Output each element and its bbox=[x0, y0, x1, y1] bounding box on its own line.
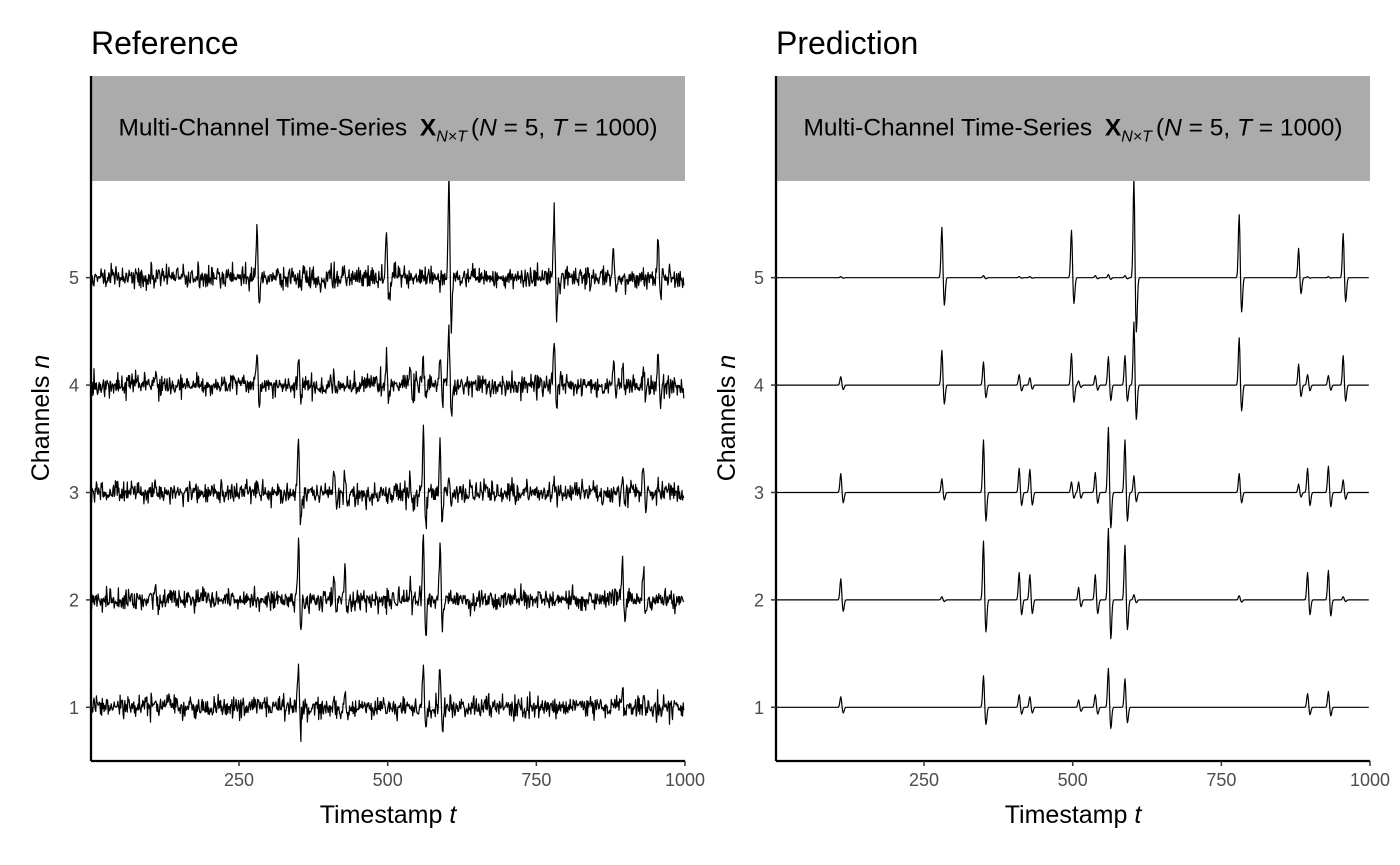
panel-title: Prediction bbox=[776, 25, 918, 61]
x-tick-label: 750 bbox=[521, 770, 551, 790]
y-tick-label: 4 bbox=[69, 376, 79, 396]
x-tick-label: 250 bbox=[224, 770, 254, 790]
y-tick-label: 5 bbox=[69, 268, 79, 288]
x-tick-label: 1000 bbox=[665, 770, 705, 790]
y-tick-label: 3 bbox=[754, 483, 764, 503]
facet-strip-label: Multi-Channel Time-Series XN×T (N = 5, T … bbox=[118, 115, 657, 146]
facet-strip bbox=[91, 76, 685, 181]
series-line-channel-1 bbox=[776, 667, 1369, 730]
series-line-channel-5 bbox=[91, 181, 685, 334]
facet-strip bbox=[776, 76, 1370, 181]
y-tick-label: 2 bbox=[754, 590, 764, 610]
x-axis-title: Timestamp t bbox=[320, 801, 458, 829]
y-tick-label: 1 bbox=[69, 698, 79, 718]
series-line-channel-2 bbox=[91, 534, 685, 637]
y-tick-label: 1 bbox=[754, 698, 764, 718]
x-axis-ticks: 250 500 750 1000 bbox=[909, 761, 1390, 790]
y-tick-label: 4 bbox=[754, 376, 764, 396]
series-group bbox=[776, 181, 1369, 730]
x-axis-ticks: 250 500 750 1000 bbox=[224, 761, 705, 790]
x-axis-title: Timestamp t bbox=[1005, 801, 1143, 829]
series-line-channel-3 bbox=[91, 424, 685, 530]
y-tick-label: 5 bbox=[754, 268, 764, 288]
y-tick-label: 3 bbox=[69, 483, 79, 503]
panel-reference: Reference Multi-Channel Time-Series XN×T… bbox=[27, 25, 705, 829]
y-axis-ticks: 1 2 3 4 5 bbox=[69, 268, 91, 718]
series-line-channel-1 bbox=[91, 663, 685, 743]
y-axis-ticks: 1 2 3 4 5 bbox=[754, 268, 776, 718]
x-tick-label: 1000 bbox=[1350, 770, 1390, 790]
facet-strip-label: Multi-Channel Time-Series XN×T (N = 5, T … bbox=[803, 115, 1342, 146]
series-line-channel-4 bbox=[91, 324, 685, 417]
panel-prediction: Prediction Multi-Channel Time-Series XN×… bbox=[713, 25, 1390, 829]
series-line-channel-3 bbox=[776, 426, 1369, 529]
series-line-channel-4 bbox=[776, 321, 1369, 420]
x-tick-label: 500 bbox=[373, 770, 403, 790]
x-tick-label: 500 bbox=[1058, 770, 1088, 790]
series-group bbox=[91, 181, 685, 743]
x-tick-label: 750 bbox=[1206, 770, 1236, 790]
y-axis-title: Channels n bbox=[713, 355, 741, 482]
y-axis-title: Channels n bbox=[27, 355, 55, 482]
panel-title: Reference bbox=[91, 25, 239, 61]
series-line-channel-5 bbox=[776, 181, 1369, 333]
x-tick-label: 250 bbox=[909, 770, 939, 790]
y-tick-label: 2 bbox=[69, 590, 79, 610]
series-line-channel-2 bbox=[776, 527, 1369, 640]
